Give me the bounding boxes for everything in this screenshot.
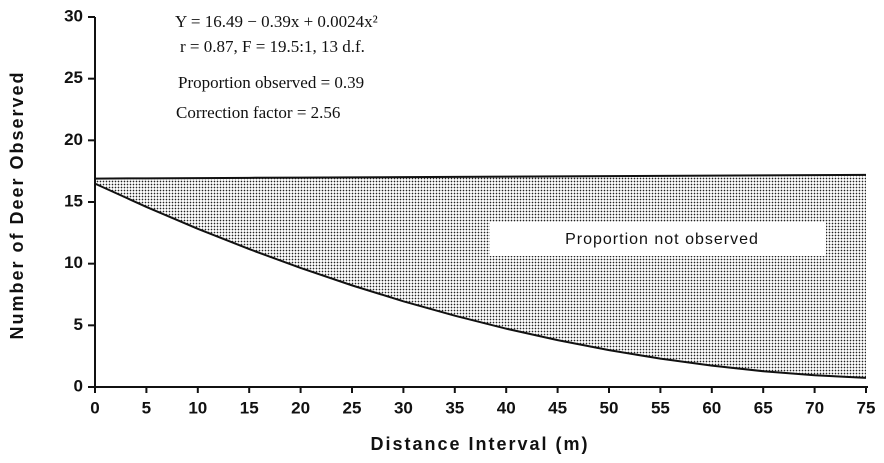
x-tick-label: 45 xyxy=(548,398,567,417)
y-axis-title: Number of Deer Observed xyxy=(7,70,27,339)
y-tick-label: 25 xyxy=(64,68,83,87)
x-tick-label: 0 xyxy=(90,398,99,417)
x-tick-label: 35 xyxy=(445,398,464,417)
y-tick-label: 15 xyxy=(64,191,83,210)
y-tick-label: 0 xyxy=(74,376,83,395)
y-tick-label: 30 xyxy=(64,6,83,25)
x-tick-label: 65 xyxy=(754,398,773,417)
annotation: r = 0.87, F = 19.5:1, 13 d.f. xyxy=(180,37,365,56)
annotation: Correction factor = 2.56 xyxy=(176,103,340,122)
x-tick-label: 60 xyxy=(702,398,721,417)
curve xyxy=(94,173,867,180)
y-tick-label: 5 xyxy=(74,315,83,334)
x-tick-label: 5 xyxy=(142,398,151,417)
curve xyxy=(94,182,867,379)
annotation: Y = 16.49 − 0.39x + 0.0024x² xyxy=(175,12,378,31)
x-tick-label: 25 xyxy=(343,398,362,417)
annotation: Proportion observed = 0.39 xyxy=(178,73,364,92)
y-tick-label: 20 xyxy=(64,130,83,149)
x-tick-label: 70 xyxy=(805,398,824,417)
x-tick-label: 10 xyxy=(188,398,207,417)
x-tick-label: 30 xyxy=(394,398,413,417)
x-tick-label: 75 xyxy=(857,398,876,417)
x-tick-label: 50 xyxy=(600,398,619,417)
label-box xyxy=(490,222,826,256)
area-label: Proportion not observed xyxy=(565,231,759,248)
y-tick-label: 10 xyxy=(64,253,83,272)
x-tick-label: 20 xyxy=(291,398,310,417)
x-axis-title: Distance Interval (m) xyxy=(370,434,589,454)
x-tick-label: 40 xyxy=(497,398,516,417)
area-fill xyxy=(95,174,866,378)
x-tick-label: 15 xyxy=(240,398,259,417)
x-tick-label: 55 xyxy=(651,398,670,417)
